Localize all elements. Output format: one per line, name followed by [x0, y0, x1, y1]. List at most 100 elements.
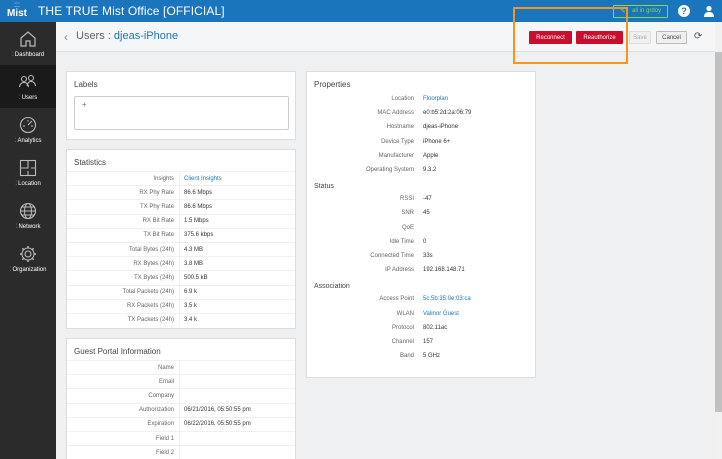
table-row: Field 1: [67, 430, 295, 446]
sidebar-item-network[interactable]: ⁚Network: [0, 194, 56, 237]
row-key: RX Packets (24h): [126, 303, 174, 310]
row-key: Manufacturer: [378, 152, 414, 159]
row-key: SNR: [401, 210, 414, 217]
mist-logo[interactable]: ⁚⁚⁚ Mist: [2, 0, 32, 22]
row-value-link[interactable]: Valinor Guest: [423, 310, 459, 317]
refresh-icon[interactable]: ⟳: [694, 31, 703, 42]
plus-icon[interactable]: +: [82, 100, 87, 109]
labels-card: Labels +: [66, 71, 296, 140]
sidebar-item-label: Location: [18, 181, 41, 187]
table-row: TX Bytes (24h) 500.5 kB: [67, 270, 295, 285]
properties-card: Properties Location Floorplan MAC Address e…: [306, 71, 536, 378]
row-key: TX Phy Rate: [139, 203, 174, 210]
row-key: Field 1: [155, 435, 174, 442]
row-key: QoE: [401, 224, 414, 231]
table-row: Insights Client Insights: [67, 171, 295, 186]
help-icon[interactable]: ?: [678, 5, 690, 17]
org-title[interactable]: THE TRUE Mist Office [OFFICIAL]: [38, 4, 225, 18]
row-key: RX Bytes (24h): [133, 260, 174, 267]
table-row: TX Packets (24h) 3.4 k: [67, 312, 295, 328]
labels-title: Labels: [74, 80, 98, 89]
logo-dots: ⁚⁚⁚: [14, 3, 20, 9]
row-value: 157: [423, 338, 434, 345]
row-key: RSSI: [399, 196, 414, 203]
sidebar-item-analytics[interactable]: ⁚Analytics: [0, 108, 56, 151]
ai-button[interactable]: ✎ all in grdoy: [612, 4, 668, 18]
row-key: MAC Address: [377, 110, 414, 117]
row-value: 86.6 Mbps: [179, 186, 295, 200]
table-row: RX Packets (24h) 3.5 k: [67, 298, 295, 313]
statistics-title: Statistics: [74, 158, 107, 167]
row-value: 5 GHz: [423, 353, 441, 360]
chevron-left-icon[interactable]: ‹: [64, 30, 68, 44]
row-key: Hostname: [386, 124, 414, 131]
row-value-link[interactable]: Client Insights: [179, 172, 295, 186]
row-value: 3.8 MB: [179, 257, 295, 271]
row-key: Authorization: [138, 407, 174, 414]
table-row: RX Phy Rate 86.6 Mbps: [67, 185, 295, 200]
pencil-icon: ✎: [619, 7, 626, 15]
table-row: Device Type iPhone 6+: [307, 135, 535, 149]
row-key: Band: [399, 353, 414, 360]
row-value: e0:b5:2d:2a:06:79: [423, 110, 472, 117]
row-value: 06/22/2016, 05:50:55 pm: [179, 417, 295, 431]
row-value: 4.3 MB: [179, 242, 295, 257]
sidebar-item-location[interactable]: ⁚Location: [0, 151, 56, 194]
table-row: Name: [67, 360, 295, 375]
save-button[interactable]: Save: [629, 31, 651, 44]
table-row: Band 5 GHz: [307, 349, 535, 363]
table-row: QoE: [307, 221, 535, 235]
user-icon[interactable]: [702, 4, 716, 18]
reconnect-button[interactable]: Reconnect: [529, 31, 572, 44]
row-key: Total Bytes (24h): [128, 246, 174, 253]
sidebar-item-users[interactable]: ⁚Users: [0, 65, 56, 108]
table-row: Operating System 9.3.2: [307, 163, 535, 177]
sidebar-item-label: Network: [18, 224, 41, 230]
row-key: RX Bit Rate: [142, 218, 174, 225]
row-value: 192.168.148.71: [423, 267, 465, 274]
table-row: IP Address 192.168.148.71: [307, 263, 535, 277]
row-value: 3.5 k: [179, 299, 295, 313]
highlight-box: [513, 7, 628, 64]
cancel-button[interactable]: Cancel: [656, 31, 687, 44]
row-value: [179, 375, 295, 389]
sidebar-item-organization[interactable]: ⁚Organization: [0, 237, 56, 280]
row-value: djeas-iPhone: [423, 124, 459, 131]
labels-input[interactable]: +: [74, 96, 289, 130]
row-value: 1.5 Mbps: [179, 214, 295, 228]
gear-icon: [20, 246, 36, 262]
row-key: Insights: [153, 175, 174, 182]
reauthorize-button[interactable]: Reauthorize: [576, 31, 623, 44]
page-header: ‹ Users : djeas-iPhone Reconnect Reautho…: [56, 22, 722, 52]
gauge-icon: [19, 116, 37, 134]
row-key: Company: [148, 392, 174, 399]
statistics-card: Statistics Insights Client Insights RX Phy…: [66, 149, 296, 329]
breadcrumb-users[interactable]: Users :: [76, 30, 114, 42]
row-value: 6.9 k: [179, 285, 295, 299]
row-key: Device Type: [381, 138, 414, 145]
sidebar-item-label: Users: [21, 95, 38, 101]
row-value: -47: [423, 196, 432, 203]
sidebar-item-label: Analytics: [17, 138, 42, 144]
table-row: Channel 157: [307, 335, 535, 349]
table-row: RX Bit Rate 1.5 Mbps: [67, 213, 295, 228]
row-key: Protocol: [391, 324, 414, 331]
row-key: Channel: [391, 338, 414, 345]
row-key: Connected Time: [370, 252, 414, 259]
sidebar-item-dashboard[interactable]: ⁚Dashboard: [0, 22, 56, 65]
row-value: 500.5 kB: [179, 271, 295, 285]
row-value-link[interactable]: 5c:5b:35:0e:03:ca: [423, 296, 471, 303]
table-row: SNR 45: [307, 206, 535, 220]
scrollbar-thumb[interactable]: [715, 52, 722, 412]
sidebar-item-label: Organization: [12, 267, 47, 273]
home-icon: [20, 31, 36, 47]
row-key: Idle Time: [389, 238, 414, 245]
users-icon: [18, 74, 37, 88]
row-key: TX Packets (24h): [127, 317, 174, 324]
ai-button-label: all in grdoy: [631, 8, 661, 14]
table-row: Idle Time 0: [307, 235, 535, 249]
row-key: RX Phy Rate: [139, 189, 174, 196]
row-value: iPhone 6+: [423, 138, 451, 145]
row-value-link[interactable]: Floorplan: [423, 96, 449, 103]
row-key: Location: [391, 96, 414, 103]
